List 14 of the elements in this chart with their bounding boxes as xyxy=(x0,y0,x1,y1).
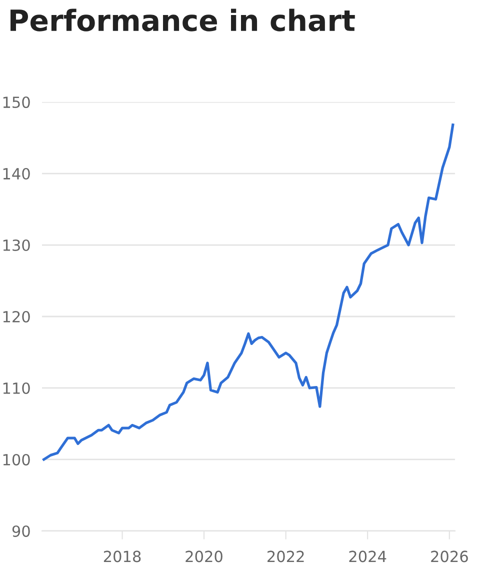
line-series xyxy=(42,124,454,461)
y-tick-label: 150 xyxy=(3,96,30,108)
y-tick-label: 130 xyxy=(3,239,30,252)
x-tick-label: 2024 xyxy=(349,550,386,562)
y-tick-label: 120 xyxy=(3,310,30,323)
y-tick-label: 90 xyxy=(12,525,30,537)
y-tick-label: 110 xyxy=(3,382,30,394)
x-tick-label: 2022 xyxy=(268,550,304,562)
chart-title: Performance in chart xyxy=(10,8,355,32)
y-tick-label: 140 xyxy=(3,168,30,180)
x-tick-label: 2020 xyxy=(186,550,222,562)
x-tick-label: 2026 xyxy=(431,550,468,562)
y-tick-label: 100 xyxy=(3,454,30,466)
x-tick-label: 2018 xyxy=(104,550,141,562)
